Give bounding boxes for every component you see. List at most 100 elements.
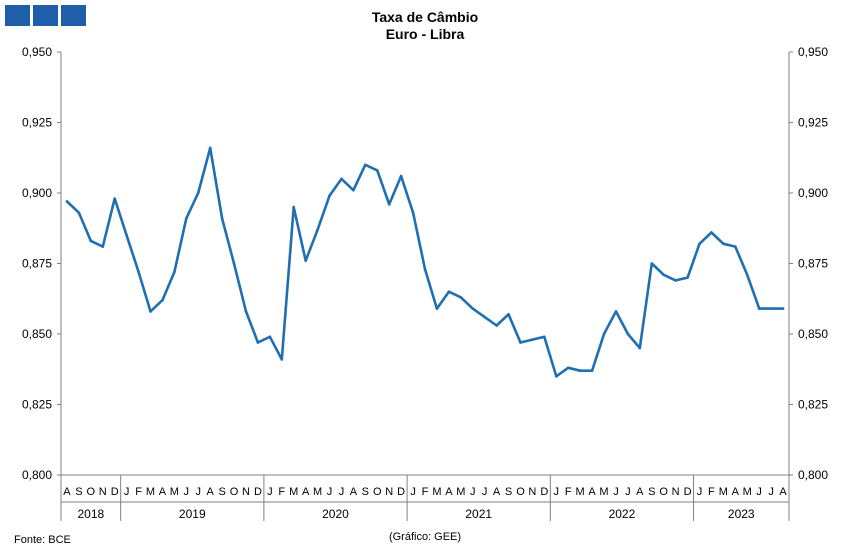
logo <box>5 5 86 26</box>
data-point <box>399 174 403 178</box>
month-label: N <box>672 486 680 498</box>
data-point <box>614 310 618 313</box>
data-point <box>566 366 570 370</box>
y-tick-label-left: 0,800 <box>22 468 52 482</box>
month-label: O <box>87 486 96 498</box>
data-point <box>375 169 379 172</box>
month-label: M <box>576 486 585 498</box>
data-point <box>471 307 475 310</box>
data-point <box>519 341 522 344</box>
month-label: D <box>397 486 405 498</box>
year-label: 2019 <box>179 507 206 521</box>
y-tick-label-left: 0,850 <box>22 327 52 341</box>
data-point <box>733 245 737 248</box>
data-point <box>495 324 498 327</box>
logo-block <box>5 5 30 26</box>
y-tick-label-left: 0,900 <box>22 186 52 200</box>
chart-title-block: Taxa de Câmbio Euro - Libra <box>0 9 850 43</box>
month-label: A <box>779 486 787 498</box>
chart-title: Taxa de Câmbio <box>371 9 479 25</box>
month-label: A <box>63 486 71 498</box>
data-point <box>256 341 260 344</box>
y-tick-label-left: 0,825 <box>22 398 52 412</box>
data-point <box>113 197 117 200</box>
data-point <box>638 346 642 350</box>
month-label: J <box>470 486 476 498</box>
data-point <box>292 205 296 209</box>
data-point <box>173 270 176 274</box>
data-point <box>674 279 677 282</box>
month-label: M <box>146 486 155 498</box>
month-label: S <box>648 486 655 498</box>
month-label: M <box>313 486 322 498</box>
data-point <box>244 310 248 313</box>
month-label: F <box>135 486 142 498</box>
month-label: J <box>410 486 416 498</box>
month-label: S <box>75 486 82 498</box>
month-label: F <box>422 486 429 498</box>
month-label: N <box>528 486 536 498</box>
data-point <box>220 217 224 220</box>
series-line <box>65 146 785 378</box>
month-label: J <box>613 486 619 498</box>
y-tick-label-left: 0,925 <box>22 116 52 130</box>
month-label: O <box>230 486 239 498</box>
chart-subtitle: Euro - Libra <box>385 26 465 42</box>
data-point <box>208 146 212 150</box>
data-point <box>423 267 427 271</box>
month-label: J <box>625 486 631 498</box>
month-label: J <box>756 486 762 498</box>
month-label: S <box>362 486 369 498</box>
month-label: A <box>159 486 167 498</box>
y-tick-label-right: 0,800 <box>798 468 828 482</box>
month-label: F <box>708 486 715 498</box>
y-tick-label-right: 0,925 <box>798 116 828 130</box>
month-label: A <box>302 486 310 498</box>
data-point <box>101 245 105 248</box>
data-point <box>745 273 749 277</box>
month-label: J <box>697 486 703 498</box>
month-label: J <box>327 486 333 498</box>
data-point <box>411 211 415 215</box>
data-point <box>185 217 188 220</box>
month-label: O <box>373 486 382 498</box>
data-point <box>531 338 534 341</box>
data-point <box>722 242 725 246</box>
month-label: M <box>289 486 298 498</box>
month-label: D <box>684 486 692 498</box>
month-label: A <box>350 486 358 498</box>
data-point <box>543 335 546 339</box>
month-label: O <box>659 486 668 498</box>
data-point <box>232 262 236 265</box>
data-point <box>578 369 582 372</box>
month-label: A <box>636 486 644 498</box>
y-tick-label-left: 0,875 <box>22 257 52 271</box>
year-label: 2021 <box>465 507 492 521</box>
data-point <box>304 259 307 262</box>
data-point <box>137 270 140 274</box>
month-label: J <box>184 486 190 498</box>
data-point <box>483 315 486 319</box>
data-point <box>125 234 128 237</box>
month-label: M <box>170 486 179 498</box>
y-tick-label-right: 0,950 <box>798 45 828 59</box>
data-point <box>149 310 152 313</box>
month-label: S <box>218 486 225 498</box>
data-point <box>686 276 689 279</box>
y-tick-label-left: 0,950 <box>22 45 52 59</box>
data-point <box>316 228 319 231</box>
y-tick-label-right: 0,900 <box>798 186 828 200</box>
data-point <box>662 273 665 277</box>
month-label: N <box>385 486 393 498</box>
chart-credit: (Gráfico: GEE) <box>388 531 462 543</box>
month-label: J <box>339 486 345 498</box>
month-label: M <box>719 486 728 498</box>
data-point <box>161 298 164 302</box>
month-label: J <box>554 486 560 498</box>
y-tick-label-right: 0,825 <box>798 398 828 412</box>
data-point <box>352 188 355 192</box>
month-label: M <box>743 486 752 498</box>
data-point <box>364 163 367 167</box>
data-point <box>435 307 439 310</box>
month-label: D <box>111 486 119 498</box>
